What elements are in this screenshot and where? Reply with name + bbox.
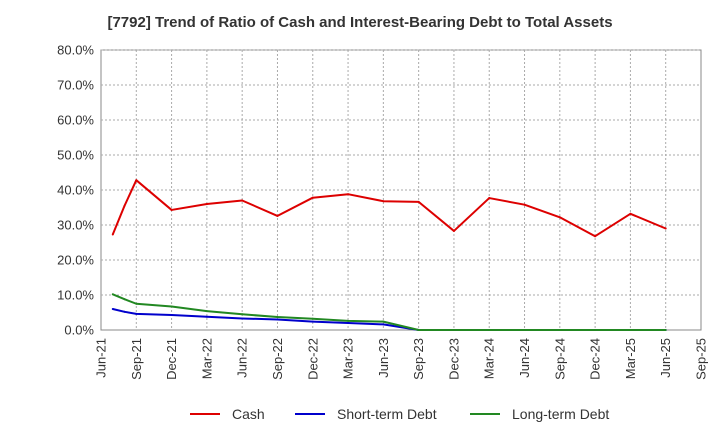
x-tick-label: Mar-25 xyxy=(623,338,638,379)
data-point-cash xyxy=(276,214,279,217)
data-point-cash xyxy=(135,179,138,182)
data-point-cash xyxy=(664,227,667,230)
data-point-cash xyxy=(205,203,208,205)
data-point-cash xyxy=(123,204,126,207)
x-tick-label: Jun-21 xyxy=(94,338,109,378)
x-tick-label: Dec-24 xyxy=(588,338,603,380)
x-tick-label: Mar-22 xyxy=(199,338,214,379)
chart-title: [7792] Trend of Ratio of Cash and Intere… xyxy=(107,14,613,31)
y-tick-label: 50.0% xyxy=(57,148,94,163)
legend-label: Short-term Debt xyxy=(337,406,437,422)
data-point-short-term-debt xyxy=(111,308,114,310)
data-point-short-term-debt xyxy=(123,310,126,313)
data-point-cash xyxy=(417,200,420,203)
data-point-long-term-debt xyxy=(594,329,597,331)
x-tick-label: Jun-25 xyxy=(658,338,673,378)
legend-item-short-term-debt: Short-term Debt xyxy=(295,406,437,422)
data-point-long-term-debt xyxy=(664,329,667,331)
data-point-long-term-debt xyxy=(170,305,173,308)
data-point-short-term-debt xyxy=(170,313,173,316)
data-point-long-term-debt xyxy=(382,320,385,323)
series-line-long-term-debt xyxy=(112,293,666,331)
x-tick-label: Jun-22 xyxy=(235,338,250,378)
data-point-cash xyxy=(594,235,597,238)
data-point-short-term-debt xyxy=(241,317,244,320)
data-point-cash xyxy=(488,197,491,200)
y-tick-label: 10.0% xyxy=(57,288,94,303)
x-tick-label: Sep-23 xyxy=(411,338,426,380)
x-tick-label: Jun-23 xyxy=(376,338,391,378)
data-point-short-term-debt xyxy=(135,312,138,315)
data-point-short-term-debt xyxy=(276,318,279,321)
x-tick-label: Sep-21 xyxy=(129,338,144,380)
data-point-long-term-debt xyxy=(488,329,491,331)
data-point-cash xyxy=(523,203,526,206)
y-tick-label: 80.0% xyxy=(57,43,94,58)
data-point-long-term-debt xyxy=(241,313,244,316)
data-point-cash xyxy=(629,212,632,215)
x-tick-label: Dec-22 xyxy=(305,338,320,380)
legend-item-long-term-debt: Long-term Debt xyxy=(470,406,609,422)
data-point-cash xyxy=(382,200,385,203)
y-tick-label: 60.0% xyxy=(57,113,94,128)
data-point-cash xyxy=(558,216,561,219)
y-tick-label: 30.0% xyxy=(57,218,94,233)
axis-labels: 0.0% 10.0% 20.0% 30.0% 40.0% 50.0% 60.0% 70.0% 8… xyxy=(57,43,708,380)
x-tick-label: Dec-21 xyxy=(164,338,179,380)
data-point-long-term-debt xyxy=(276,316,279,319)
data-point-cash xyxy=(311,196,314,199)
data-point-long-term-debt xyxy=(205,310,208,313)
data-point-long-term-debt xyxy=(135,302,138,305)
legend-label: Long-term Debt xyxy=(512,406,609,422)
data-point-cash xyxy=(241,199,244,202)
series-line-cash xyxy=(111,179,667,238)
data-point-long-term-debt xyxy=(452,329,455,331)
data-point-cash xyxy=(170,208,173,211)
data-point-cash xyxy=(111,233,114,236)
data-point-short-term-debt xyxy=(311,320,314,323)
x-tick-label: Dec-23 xyxy=(446,338,461,380)
data-point-long-term-debt xyxy=(123,298,126,301)
data-point-long-term-debt xyxy=(417,329,420,331)
data-point-long-term-debt xyxy=(347,319,350,322)
legend-item-cash: Cash xyxy=(190,406,265,422)
grid-lines xyxy=(101,49,701,330)
y-tick-label: 70.0% xyxy=(57,78,94,93)
y-tick-label: 20.0% xyxy=(57,253,94,268)
data-point-cash xyxy=(347,193,350,196)
data-point-long-term-debt xyxy=(311,317,314,320)
data-point-long-term-debt xyxy=(523,329,526,331)
y-tick-label: 40.0% xyxy=(57,183,94,198)
data-point-cash xyxy=(452,229,455,232)
x-tick-label: Mar-24 xyxy=(482,338,497,379)
data-point-short-term-debt xyxy=(347,322,350,324)
data-point-long-term-debt xyxy=(629,329,632,331)
x-tick-label: Sep-25 xyxy=(694,338,709,380)
x-tick-label: Mar-23 xyxy=(341,338,356,379)
x-tick-label: Jun-24 xyxy=(517,338,532,378)
data-point-short-term-debt xyxy=(205,315,208,318)
data-point-long-term-debt xyxy=(558,329,561,331)
x-tick-label: Sep-24 xyxy=(552,338,567,380)
x-tick-label: Sep-22 xyxy=(270,338,285,380)
series-lines xyxy=(111,179,667,331)
data-point-short-term-debt xyxy=(382,323,385,326)
data-point-long-term-debt xyxy=(111,293,114,296)
legend: Cash Short-term Debt Long-term Debt xyxy=(190,406,609,422)
y-tick-label: 0.0% xyxy=(64,323,94,338)
legend-label: Cash xyxy=(232,406,265,422)
